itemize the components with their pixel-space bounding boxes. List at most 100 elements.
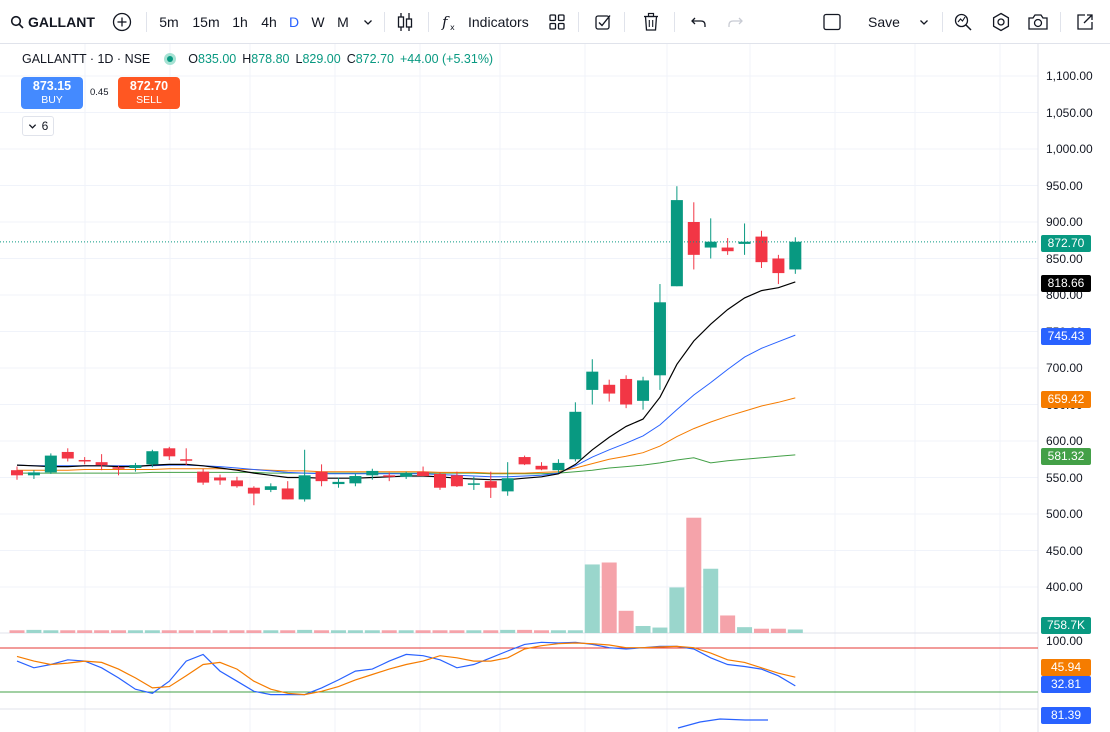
interval-5m[interactable]: 5m [159, 14, 179, 30]
layout-button[interactable] [818, 0, 846, 44]
volume-bar [787, 629, 803, 633]
interval-w[interactable]: W [311, 14, 325, 30]
candle-body [264, 486, 277, 490]
snapshot-button[interactable] [1025, 0, 1051, 44]
osc2-blue-line [677, 718, 768, 729]
volume-bar [60, 630, 76, 633]
volume-bar [246, 630, 262, 633]
volume-bar [550, 630, 566, 633]
candle-body [95, 462, 108, 466]
ema-black-tag: 818.66 [1041, 275, 1091, 292]
toolbar-separator [578, 12, 579, 32]
checkbox-icon [595, 15, 611, 30]
volume-bar [415, 630, 431, 633]
interval-dropdown[interactable] [360, 0, 376, 44]
volume-bar [127, 630, 143, 633]
volume-bar [314, 630, 330, 633]
delete-button[interactable] [638, 0, 664, 44]
volume-bar [601, 562, 617, 633]
candles-icon [397, 13, 413, 31]
volume-bar [500, 629, 516, 633]
candle-body [687, 222, 700, 255]
osc-blue-tag: 32.81 [1041, 676, 1091, 693]
symbol-search[interactable]: GALLANT [10, 0, 96, 44]
volume-bar [330, 630, 346, 633]
chart-area[interactable] [0, 44, 1110, 732]
volume-bar [178, 630, 194, 633]
symbol-name: GALLANT [28, 14, 95, 30]
price-axis-label: 900.00 [1046, 215, 1083, 229]
osc-axis-top: 100.00 [1046, 634, 1083, 648]
interval-4h[interactable]: 4h [261, 14, 277, 30]
sell-button[interactable]: 872.70 SELL [118, 77, 180, 109]
magnify-chart-icon [954, 13, 972, 31]
compare-button[interactable] [108, 0, 136, 44]
interval-1h[interactable]: 1h [232, 14, 248, 30]
candle-body [467, 483, 480, 485]
candle-body [704, 241, 717, 248]
volume-bar [195, 630, 211, 633]
price-chart[interactable] [0, 44, 1110, 732]
ema-orange-tag: 659.42 [1041, 391, 1091, 408]
legend-symbol[interactable]: GALLANTT · 1D · NSE [22, 52, 151, 66]
candle-body [27, 472, 40, 476]
candle-body [417, 471, 430, 477]
candle-body [789, 241, 802, 270]
legend-high-key: H [242, 52, 252, 66]
price-axis-label: 850.00 [1046, 251, 1083, 266]
chevron-down-icon [920, 20, 928, 25]
chart-type-button[interactable] [392, 0, 418, 44]
toolbar-separator [384, 12, 385, 32]
legend-open: 835.00 [198, 52, 237, 66]
candle-body [298, 475, 311, 500]
price-axis-label: 550.00 [1046, 470, 1083, 485]
templates-button[interactable] [544, 0, 570, 44]
ema-blue-line [16, 334, 796, 478]
fullscreen-button[interactable] [1072, 0, 1098, 44]
volume-bar [618, 610, 634, 633]
indicators-collapse-button[interactable]: 6 [22, 116, 54, 136]
volume-bar [466, 630, 482, 633]
candle-body [230, 480, 243, 487]
candle-body [383, 475, 396, 477]
alert-button[interactable] [590, 0, 616, 44]
candle-body [129, 465, 142, 469]
last-price-tag: 872.70 [1041, 235, 1091, 252]
quick-search-button[interactable] [950, 0, 976, 44]
volume-bar [77, 630, 93, 633]
save-button[interactable]: Save [858, 0, 910, 44]
volume-bar [517, 629, 533, 633]
ema-orange-line [17, 397, 796, 474]
interval-m[interactable]: M [337, 14, 349, 30]
candle-body [197, 471, 210, 483]
toolbar-separator [942, 12, 943, 32]
legend-high: 878.80 [251, 52, 290, 66]
toolbar-separator [146, 12, 147, 32]
indicators-count: 6 [41, 119, 49, 133]
candle-body [450, 475, 463, 487]
settings-button[interactable] [988, 0, 1014, 44]
undo-button[interactable] [686, 0, 712, 44]
save-dropdown[interactable] [914, 0, 934, 44]
legend-open-key: O [188, 52, 199, 66]
volume-bar [297, 629, 313, 633]
volume-bar [263, 630, 279, 633]
legend-low: 829.00 [302, 52, 341, 66]
redo-button[interactable] [722, 0, 748, 44]
candle-body [569, 411, 582, 460]
volume-bar [534, 630, 550, 633]
ema-black-line [16, 281, 796, 481]
candle-body [78, 459, 91, 462]
interval-d[interactable]: D [288, 14, 300, 30]
chevron-down-icon [28, 123, 36, 129]
candle-body [755, 236, 768, 263]
volume-bar [669, 587, 685, 633]
interval-15m[interactable]: 15m [192, 14, 220, 30]
price-axis-label: 450.00 [1046, 543, 1083, 558]
osc-blue-line [16, 641, 796, 696]
buy-button[interactable]: 873.15 BUY [21, 77, 83, 109]
candle-body [552, 462, 565, 471]
market-status-icon [164, 53, 177, 65]
